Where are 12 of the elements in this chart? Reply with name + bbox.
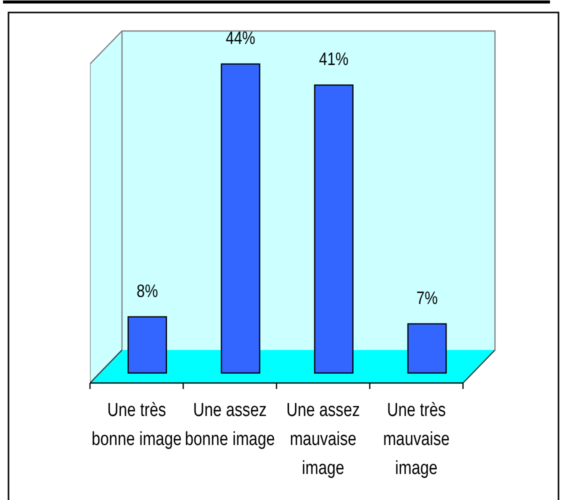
x-tick-label: Une très bonne image [92, 398, 182, 450]
x-tick-label: Une assez mauvaise image [286, 398, 360, 478]
data-label: 41% [319, 50, 349, 70]
bar [407, 323, 447, 374]
bar [314, 84, 354, 374]
bar [128, 316, 168, 374]
data-label: 7% [416, 288, 438, 308]
data-label: 8% [136, 282, 158, 302]
x-tick-label: Une assez bonne image [184, 398, 275, 450]
bar [220, 63, 260, 374]
data-label: 44% [226, 28, 256, 48]
x-tick-label: Une très mauvaise image [383, 398, 450, 478]
